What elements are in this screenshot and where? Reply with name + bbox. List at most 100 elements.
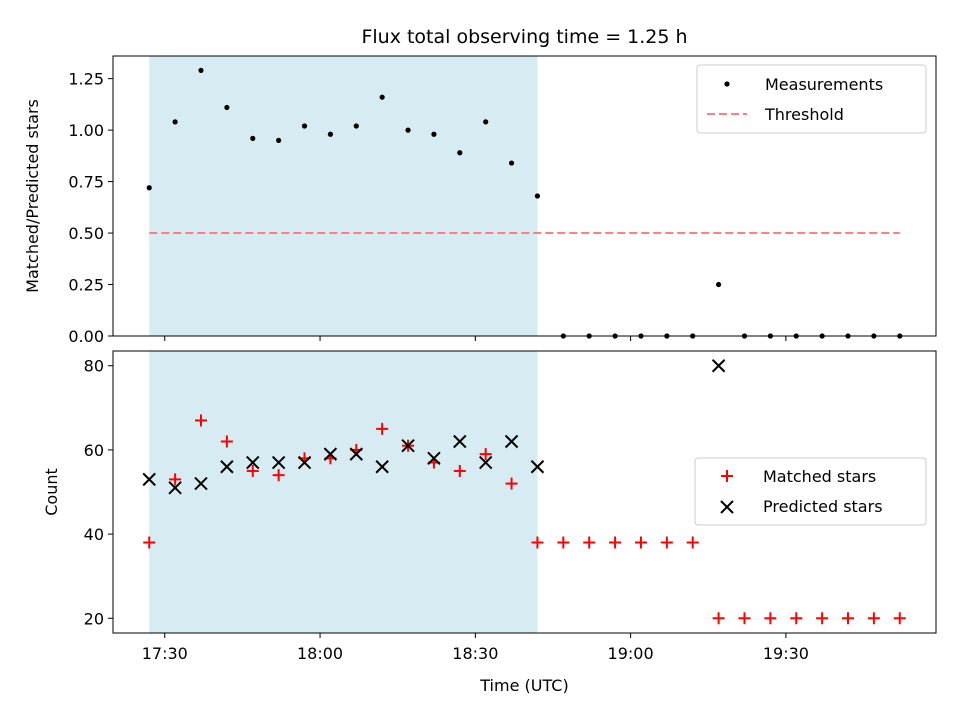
predicted-star-point-b [401,438,415,453]
top-shade-rect [149,56,538,336]
measurement-point [353,123,359,129]
predicted-star-point [323,447,338,461]
bottom-y-axis-label: Count [42,468,61,516]
top-legend-frame [696,64,927,134]
matched-star-point [686,536,699,549]
measurement-point [146,185,152,191]
chart-title: Flux total observing time = 1.25 h [361,26,687,48]
top-shaded-span [149,56,538,336]
top-y-axis-label: Matched/Predicted stars [23,99,42,293]
legend-predicted-label: Predicted stars [763,497,883,516]
matched-star-point [246,464,259,477]
matched-star-point [169,473,182,486]
bottom-legend: Matched stars Predicted stars [694,457,927,526]
top-y-tick-label: 1.25 [68,70,104,89]
bottom-y-tick-label: 80 [84,357,104,376]
predicted-star-point [349,447,363,461]
predicted-star-point [453,434,467,449]
matched-star-point [557,536,570,549]
predicted-star-point-b [168,481,182,495]
top-panel: Flux total observing time = 1.25 h 0.000… [23,26,937,346]
matched-star-point [479,448,492,461]
legend-matched-marker [721,470,733,482]
predicted-star-point-b [271,455,286,470]
measurement-point [508,160,515,166]
x-tick-label: 19:30 [763,644,809,663]
top-x-axis-ticks [164,336,787,341]
x-tick-label: 19:00 [608,644,654,663]
measurement-point [301,123,308,129]
predicted-star-point [297,455,312,470]
matched-star-point [194,414,207,427]
matched-star-point [376,422,389,435]
x-tick-label: 17:30 [142,644,188,663]
predicted-star-point-b [246,455,260,470]
predicted-star-point-b [478,455,493,470]
matched-star-point [583,536,596,549]
measurement-point [327,131,333,137]
predicted-stars-series [142,359,726,495]
matched-star-point [453,464,466,477]
measurement-point [276,137,282,144]
top-legend: Measurements Threshold [696,64,927,134]
top-plot-frame [112,55,937,337]
bottom-y-tick-label: 20 [84,609,104,628]
matched-star-point [143,536,156,549]
bottom-y-tick-label: 60 [84,441,104,460]
bottom-legend-frame [694,457,927,526]
measurement-point [379,94,385,100]
matched-star-point [609,536,622,549]
predicted-star-point-b [504,434,519,449]
x-tick-label: 18:00 [297,644,343,663]
legend-predicted-marker [720,500,734,514]
x-axis-label: Time (UTC) [479,676,568,695]
top-y-tick-label: 0.50 [68,224,104,243]
measurement-point [483,119,489,125]
matched-star-point [220,435,233,448]
predicted-star-point-b [323,447,338,461]
bottom-shade-rect [149,351,538,633]
predicted-star-point-b [349,447,363,461]
top-y-tick-label: 1.00 [68,121,104,140]
top-y-tick-label: 0.00 [68,327,104,346]
predicted-star-point [142,472,156,487]
top-y-tick-label: 0.75 [68,173,104,192]
predicted-star-point [711,359,726,373]
matched-star-point [505,477,518,490]
matched-stars-series [143,414,906,625]
predicted-star-point-b [375,460,389,474]
bottom-x-axis-ticks: 17:30 18:00 18:30 19:00 19:30 [142,633,809,663]
predicted-star-point-b [427,451,441,466]
legend-matched-label: Matched stars [763,467,876,486]
measurement-point [534,193,541,199]
x-tick-label: 18:30 [452,644,498,663]
predicted-star-point-b [530,460,545,474]
predicted-star-point [375,460,389,474]
bottom-y-tick-label: 40 [84,525,104,544]
predicted-star-point [530,460,545,474]
predicted-star-point-b [220,460,234,474]
top-y-axis-ticks: 0.00 0.25 0.50 0.75 1.00 1.25 [68,70,113,346]
matched-star-point [712,612,725,625]
bottom-panel: 20 40 60 80 17:30 18:00 18:30 19:00 19:30 Count… [42,350,937,695]
predicted-star-point [194,476,208,491]
measurement-point [431,131,437,137]
measurement-point [172,119,178,125]
predicted-star-point [427,451,441,466]
top-y-tick-label: 0.25 [68,276,104,295]
predicted-star-point-b [711,359,726,373]
matched-star-point [842,612,855,625]
legend-threshold-label: Threshold [764,105,844,124]
measurement-point [716,281,722,288]
matched-star-point [634,536,647,549]
matched-star-point [272,469,285,482]
bottom-y-axis-ticks: 20 40 60 80 [84,357,113,628]
bottom-shaded-span [149,351,538,633]
predicted-star-point [504,434,519,449]
matched-star-point [816,612,829,625]
matched-star-point [893,612,906,625]
matched-star-point [531,536,544,549]
matched-star-point [867,612,880,625]
predicted-star-point [401,438,415,453]
